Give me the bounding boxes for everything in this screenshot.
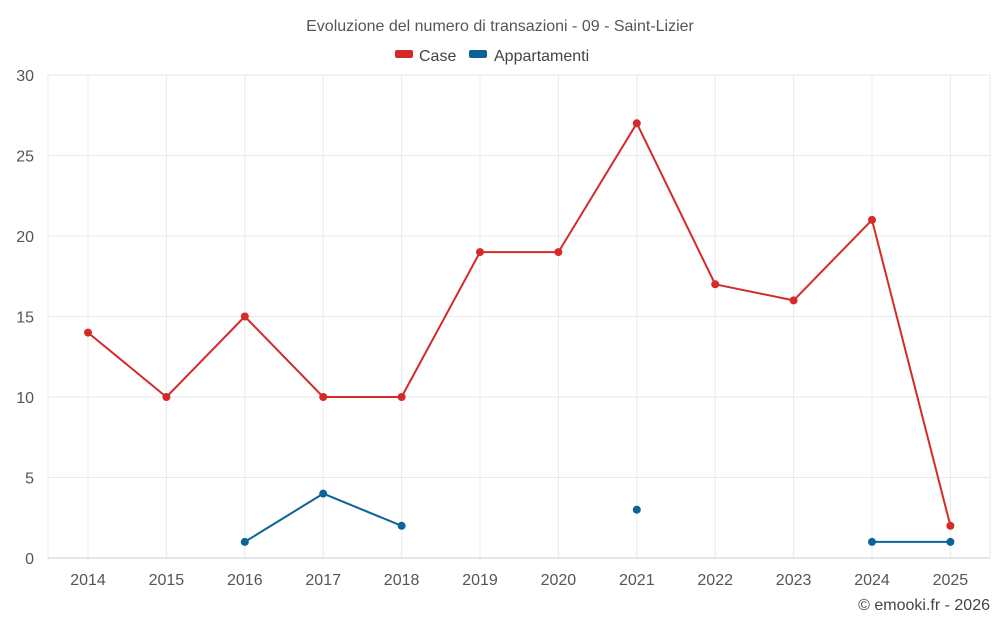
data-point-case-2020 [554, 248, 563, 257]
x-tick-label: 2024 [854, 572, 890, 589]
data-point-case-2019 [476, 248, 484, 257]
data-point-case-2022 [711, 280, 720, 289]
x-tick-label: 2017 [305, 572, 341, 589]
x-tick-label: 2023 [776, 572, 812, 589]
data-point-appartamenti-2025 [946, 537, 955, 546]
data-point-case-2015 [162, 393, 171, 401]
y-tick-label: 30 [16, 68, 34, 85]
x-tick-label: 2019 [462, 572, 498, 589]
x-tick-label: 2025 [933, 572, 969, 589]
series-line-case [87, 122, 952, 527]
y-tick-label: 25 [16, 149, 34, 166]
x-tick-label: 2018 [384, 572, 420, 589]
y-tick-label: 15 [16, 310, 34, 327]
credit-text: © emooki.fr - 2026 [858, 597, 990, 614]
legend: Case Appartamenti [395, 48, 589, 65]
x-tick-label: 2020 [541, 572, 577, 589]
legend-swatch-case [395, 50, 413, 58]
data-point-case-2024 [868, 215, 876, 224]
x-tick-label: 2015 [149, 572, 185, 589]
y-tick-label: 0 [25, 551, 34, 568]
y-tick-label: 20 [16, 229, 34, 246]
gridlines [47, 74, 991, 559]
series-layer [84, 119, 955, 546]
y-tick-label: 5 [25, 471, 34, 488]
y-axis: 0 5 10 15 20 25 30 [16, 68, 34, 568]
data-point-appartamenti-2017 [319, 489, 328, 498]
data-point-case-2014 [84, 328, 92, 337]
data-point-appartamenti-2016 [240, 537, 249, 546]
data-point-case-2016 [240, 312, 249, 321]
chart-title: Evoluzione del numero di transazioni - 0… [306, 18, 694, 35]
x-tick-label: 2016 [227, 572, 263, 589]
y-tick-label: 10 [16, 390, 34, 407]
x-tick-label: 2021 [619, 572, 655, 589]
legend-label-appartamenti: Appartamenti [494, 48, 589, 65]
data-point-case-2021 [632, 119, 641, 128]
data-point-case-2018 [397, 393, 406, 401]
data-point-appartamenti-2021 [632, 505, 641, 514]
x-tick-label: 2014 [70, 572, 106, 589]
data-point-appartamenti-2018 [397, 521, 406, 530]
data-point-appartamenti-2024 [868, 537, 876, 546]
x-axis: 2014 2015 2016 2017 2018 2019 2020 2021 2022 2023… [70, 572, 968, 589]
data-point-case-2017 [319, 393, 328, 401]
legend-swatch-appartamenti [469, 50, 487, 58]
legend-label-case: Case [419, 48, 456, 65]
data-point-case-2023 [789, 296, 798, 305]
x-tick-label: 2022 [697, 572, 733, 589]
data-point-case-2025 [946, 521, 955, 530]
